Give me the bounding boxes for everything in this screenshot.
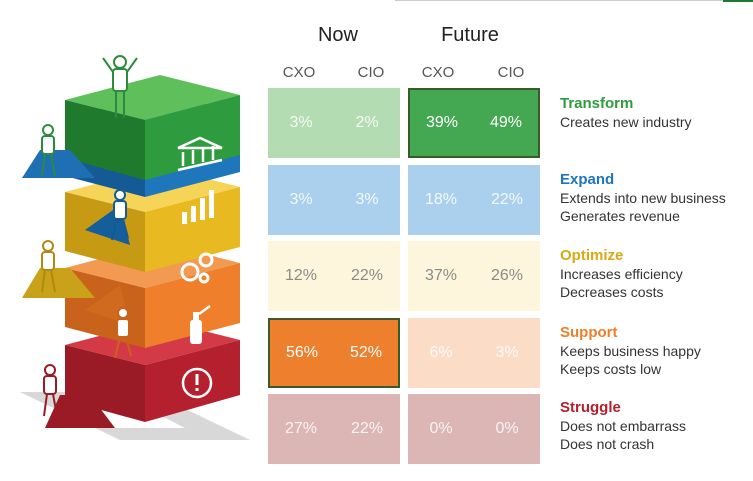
value-expand-now-cxo: 3% bbox=[289, 191, 313, 208]
level-desc-struggle-2: Does not crash bbox=[560, 436, 655, 452]
value-optimize-future-cxo: 37% bbox=[424, 267, 458, 284]
cell-optimize-now: 12% 22% bbox=[268, 241, 400, 311]
arrow-optimize bbox=[22, 268, 95, 298]
arrow-struggle bbox=[45, 395, 115, 428]
label-transform: Transform Creates new industry bbox=[560, 95, 692, 131]
top-rule bbox=[395, 0, 753, 1]
value-expand-future-cio: 22% bbox=[490, 191, 524, 208]
cell-expand-now: 3% 3% bbox=[268, 165, 400, 235]
value-support-future-cio: 3% bbox=[495, 344, 519, 361]
transform-right bbox=[145, 95, 240, 180]
value-expand-future-cxo: 18% bbox=[424, 191, 458, 208]
value-expand-now-cio: 3% bbox=[355, 191, 379, 208]
cell-support-future: 6% 3% bbox=[408, 318, 540, 388]
level-desc-struggle-1: Does not embarrass bbox=[560, 418, 687, 434]
now-cxo-header: CXO bbox=[282, 64, 316, 81]
cell-transform-now: 3% 2% bbox=[268, 88, 400, 158]
label-optimize: Optimize Increases efficiency Decreases … bbox=[560, 247, 683, 301]
person-green bbox=[41, 124, 56, 177]
person-blue bbox=[111, 189, 129, 241]
level-name-optimize: Optimize bbox=[560, 247, 624, 264]
level-name-support: Support bbox=[560, 324, 618, 341]
label-struggle: Struggle Does not embarrass Does not cra… bbox=[560, 399, 686, 453]
person-top bbox=[102, 55, 138, 118]
support-right bbox=[145, 263, 240, 348]
label-support: Support Keeps business happy Keeps costs… bbox=[560, 324, 701, 378]
cell-struggle-future: 0% 0% bbox=[408, 394, 540, 464]
level-name-transform: Transform bbox=[560, 95, 634, 112]
value-struggle-future-cio: 0% bbox=[495, 420, 519, 437]
bar-chart-icon bbox=[182, 190, 214, 224]
transform-top bbox=[65, 75, 240, 120]
person-orange bbox=[114, 307, 132, 359]
future-header: Future bbox=[441, 24, 499, 46]
value-transform-future-cio: 49% bbox=[489, 114, 523, 131]
future-cio-header: CIO bbox=[497, 64, 525, 81]
top-rule-accent bbox=[723, 0, 753, 2]
fire-extinguisher-icon bbox=[190, 304, 211, 344]
value-support-future-cxo: 6% bbox=[429, 344, 453, 361]
optimize-right bbox=[145, 187, 240, 272]
level-desc-transform-1: Creates new industry bbox=[560, 114, 692, 130]
value-struggle-future-cxo: 0% bbox=[429, 420, 453, 437]
cell-transform-future: 39% 49% bbox=[408, 88, 540, 158]
future-cxo-header: CXO bbox=[421, 64, 455, 81]
value-transform-future-cxo: 39% bbox=[425, 114, 459, 131]
level-name-struggle: Struggle bbox=[560, 399, 621, 416]
stack-illustration bbox=[20, 55, 250, 440]
person-yellow bbox=[41, 240, 56, 293]
struggle-right bbox=[145, 340, 240, 422]
person-red bbox=[43, 364, 58, 417]
now-header: Now bbox=[317, 24, 358, 46]
level-desc-optimize-2: Decreases costs bbox=[560, 284, 664, 300]
label-expand: Expand Extends into new business Generat… bbox=[560, 171, 726, 225]
bank-icon bbox=[177, 136, 223, 172]
value-struggle-now-cxo: 27% bbox=[284, 420, 318, 437]
level-desc-support-1: Keeps business happy bbox=[560, 343, 701, 359]
value-transform-now-cio: 2% bbox=[355, 114, 379, 131]
value-struggle-now-cio: 22% bbox=[350, 420, 384, 437]
now-cio-header: CIO bbox=[357, 64, 385, 81]
value-optimize-future-cio: 26% bbox=[490, 267, 524, 284]
value-optimize-now-cio: 22% bbox=[350, 267, 384, 284]
cell-struggle-now: 27% 22% bbox=[268, 394, 400, 464]
cell-optimize-future: 37% 26% bbox=[408, 241, 540, 311]
warning-icon bbox=[181, 367, 213, 399]
value-support-now-cio: 52% bbox=[349, 344, 383, 361]
value-support-now-cxo: 56% bbox=[285, 344, 319, 361]
gears-icon bbox=[180, 252, 214, 284]
value-transform-now-cxo: 3% bbox=[289, 114, 313, 131]
level-desc-support-2: Keeps costs low bbox=[560, 361, 662, 377]
value-optimize-now-cxo: 12% bbox=[284, 267, 318, 284]
level-desc-optimize-1: Increases efficiency bbox=[560, 266, 683, 282]
arrow-expand bbox=[22, 150, 95, 178]
cell-expand-future: 18% 22% bbox=[408, 165, 540, 235]
cell-support-now: 56% 52% bbox=[268, 318, 400, 388]
transform-left bbox=[65, 100, 145, 180]
level-desc-expand-1: Extends into new business bbox=[560, 190, 726, 206]
level-desc-expand-2: Generates revenue bbox=[560, 208, 680, 224]
level-name-expand: Expand bbox=[560, 171, 615, 188]
